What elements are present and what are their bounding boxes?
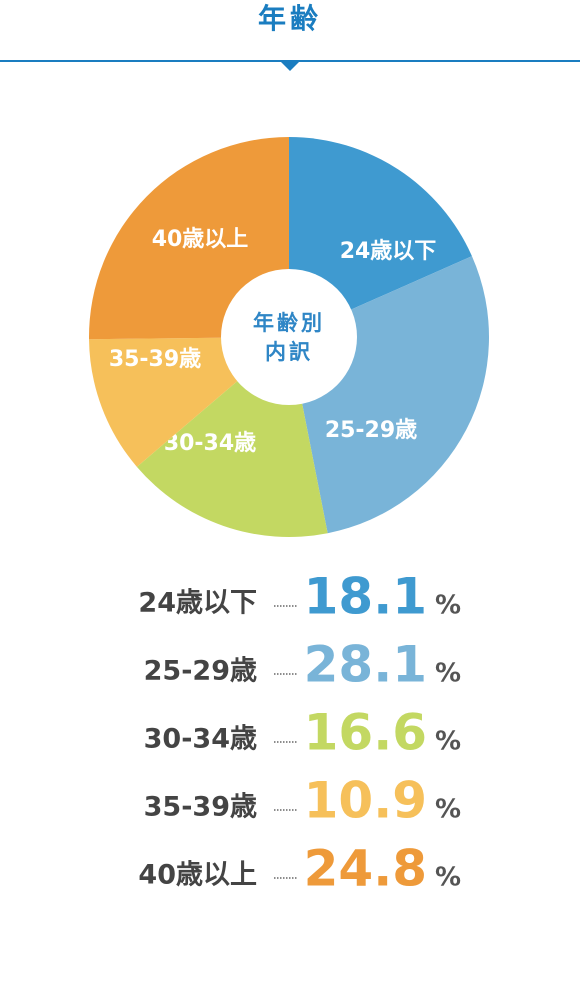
center-label: 年齢別	[253, 311, 325, 335]
slice-label: 30-34歳	[164, 431, 256, 456]
legend-value: 18.1	[304, 568, 427, 626]
legend-unit: %	[435, 591, 461, 621]
slice-label: 24歳以下	[340, 239, 437, 264]
legend-value: 24.8	[304, 840, 427, 898]
legend-value: 16.6	[304, 704, 427, 762]
slice-label: 35-39歳	[109, 347, 201, 372]
legend-value: 28.1	[304, 636, 427, 694]
legend-category: 25-29歳	[144, 656, 257, 687]
slice-label: 25-29歳	[325, 418, 417, 443]
slice-label: 40歳以上	[152, 227, 249, 252]
legend-unit: %	[435, 863, 461, 893]
center-label: 内訳	[265, 340, 313, 364]
legend-category: 30-34歳	[144, 724, 257, 755]
legend-category: 40歳以上	[138, 860, 257, 891]
legend-unit: %	[435, 727, 461, 757]
legend-category: 24歳以下	[138, 588, 257, 619]
chart-title: 年齢	[258, 2, 322, 35]
legend-category: 35-39歳	[144, 792, 257, 823]
title-pointer	[280, 61, 300, 71]
donut-hole	[221, 269, 357, 405]
legend-unit: %	[435, 795, 461, 825]
legend-unit: %	[435, 659, 461, 689]
legend-value: 10.9	[304, 772, 427, 830]
legend-list: 24歳以下 18.1 % 25-29歳 28.1 % 30-34歳 16.6 % 35-39歳 10…	[138, 568, 461, 898]
donut-slice	[89, 137, 289, 340]
